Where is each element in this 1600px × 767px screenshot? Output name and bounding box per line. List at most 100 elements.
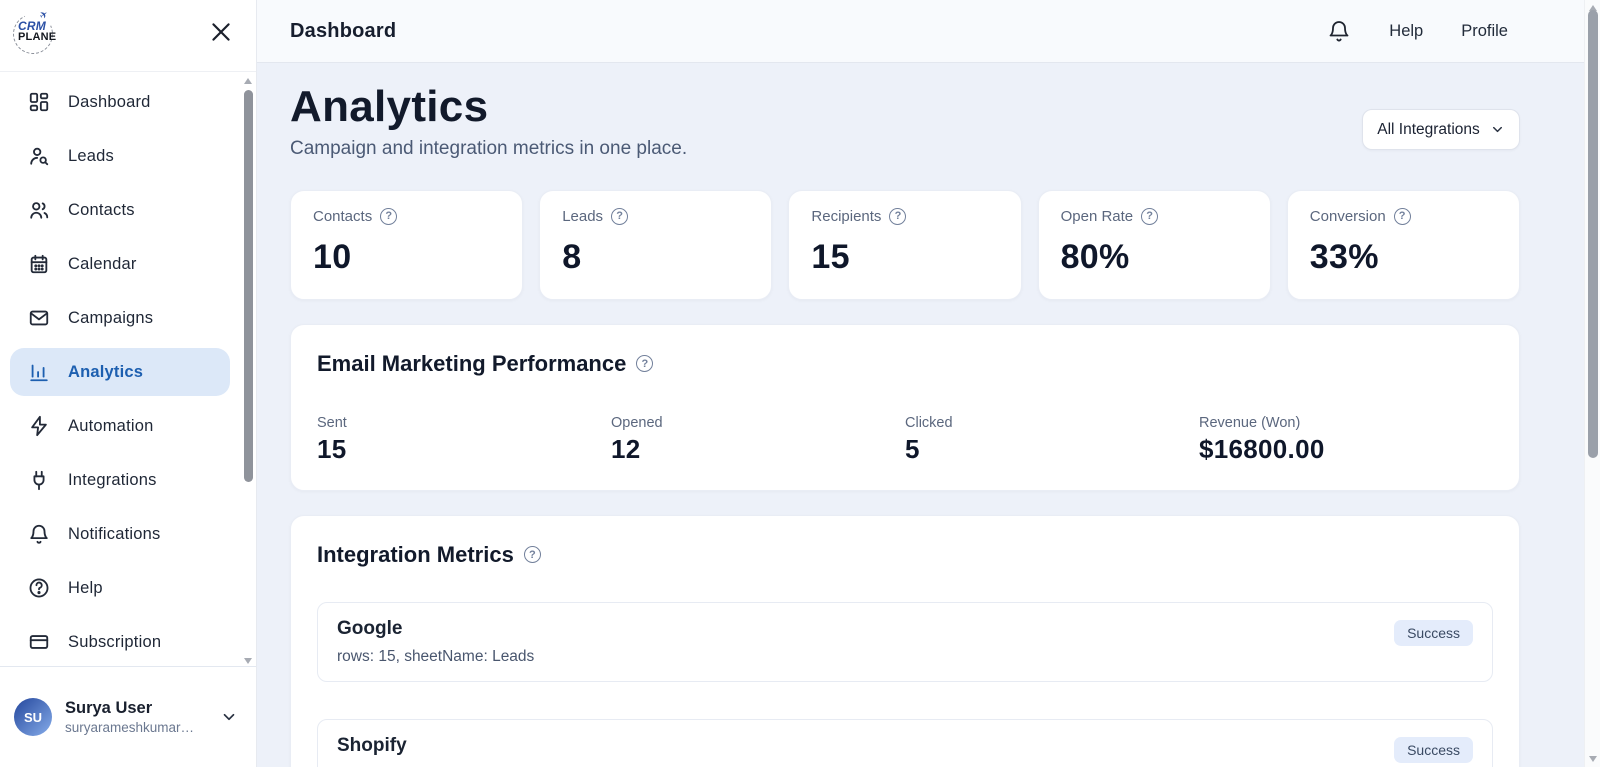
metric-clicked: Clicked 5 (905, 415, 1199, 465)
help-circle-icon (28, 577, 50, 599)
integration-name: Shopify (337, 734, 407, 756)
selected-filter-value: All Integrations (1377, 120, 1480, 138)
profile-link[interactable]: Profile (1461, 21, 1508, 40)
metric-value: 12 (611, 433, 641, 464)
user-search-icon (28, 145, 50, 167)
stat-cards-row: Contacts 10 Leads 8 Recipients 15 Open R… (290, 189, 1520, 300)
status-badge: Success (1394, 736, 1473, 763)
sidebar-scrollbar (243, 78, 254, 664)
plug-icon (28, 469, 50, 491)
stat-card-contacts: Contacts 10 (290, 189, 524, 300)
stat-card-conversion: Conversion 33% (1286, 189, 1520, 300)
sidebar-item-label: Integrations (68, 470, 157, 489)
sidebar-item-dashboard[interactable]: Dashboard (10, 78, 230, 126)
page-subtitle: Campaign and integration metrics in one … (290, 137, 688, 159)
scroll-down-arrow-icon[interactable] (244, 658, 252, 664)
sidebar-scrollbar-thumb[interactable] (244, 90, 253, 482)
metric-value: 15 (317, 433, 347, 464)
stat-card-leads: Leads 8 (539, 189, 773, 300)
help-link[interactable]: Help (1389, 21, 1424, 40)
crm-plane-logo: ✈ CRM PLANE (7, 8, 59, 60)
sidebar-item-notifications[interactable]: Notifications (10, 510, 230, 558)
metric-revenue: Revenue (Won) $16800.00 (1199, 415, 1493, 465)
sidebar-item-help[interactable]: Help (10, 564, 230, 612)
sidebar-item-label: Leads (68, 146, 114, 165)
help-circle-icon[interactable] (611, 207, 629, 225)
stat-card-recipients: Recipients 15 (788, 189, 1022, 300)
metric-opened: Opened 12 (611, 415, 905, 465)
sidebar-item-contacts[interactable]: Contacts (10, 186, 230, 234)
scroll-down-arrow-icon[interactable] (1589, 756, 1597, 762)
email-performance-panel: Email Marketing Performance Sent 15 Open… (290, 323, 1520, 491)
metric-value: $16800.00 (1199, 433, 1325, 464)
sidebar-item-label: Subscription (68, 632, 162, 651)
integration-name: Google (337, 617, 403, 639)
window-scrollbar-thumb[interactable] (1588, 10, 1598, 458)
sidebar-item-automation[interactable]: Automation (10, 402, 230, 450)
avatar: SU (14, 698, 52, 736)
sidebar-header: ✈ CRM PLANE (0, 0, 256, 72)
sidebar-item-campaigns[interactable]: Campaigns (10, 294, 230, 342)
stat-value: 33% (1309, 237, 1379, 276)
help-circle-icon[interactable] (889, 207, 907, 225)
chevron-down-icon[interactable] (220, 708, 238, 726)
stat-value: 15 (811, 237, 850, 276)
close-sidebar-icon[interactable] (208, 19, 234, 45)
stat-label: Recipients (811, 207, 882, 225)
stat-label: Open Rate (1060, 207, 1134, 225)
sidebar-item-label: Campaigns (68, 308, 154, 327)
users-icon (28, 199, 50, 221)
metric-label: Opened (611, 414, 663, 431)
integration-row-google: Google rows: 15, sheetName: Leads Succes… (317, 601, 1493, 682)
sidebar-item-label: Help (68, 578, 103, 597)
page-title: Analytics (290, 82, 489, 131)
help-circle-icon[interactable] (636, 355, 654, 373)
stat-value: 10 (313, 237, 352, 276)
scroll-up-arrow-icon[interactable] (1589, 5, 1597, 11)
sidebar-item-label: Automation (68, 416, 154, 435)
sidebar: ✈ CRM PLANE Dashboard Leads Contacts Cal… (0, 0, 257, 767)
page-breadcrumb-title: Dashboard (290, 19, 397, 42)
help-circle-icon[interactable] (523, 546, 541, 564)
stat-label: Leads (562, 207, 604, 225)
user-name: Surya User (65, 699, 153, 717)
integrations-filter-select[interactable]: All Integrations (1362, 109, 1520, 150)
scroll-up-arrow-icon[interactable] (244, 78, 252, 84)
zap-icon (28, 415, 50, 437)
help-circle-icon[interactable] (1393, 207, 1411, 225)
stat-label: Contacts (313, 207, 373, 225)
sidebar-item-label: Notifications (68, 524, 161, 543)
sidebar-item-label: Contacts (68, 200, 135, 219)
integration-metrics-panel: Integration Metrics Google rows: 15, she… (290, 514, 1520, 767)
notifications-bell-icon[interactable] (1327, 19, 1351, 43)
help-circle-icon[interactable] (380, 207, 398, 225)
sidebar-item-label: Calendar (68, 254, 137, 273)
bar-chart-icon (28, 361, 50, 383)
logo-text-top: CRM (18, 19, 46, 33)
sidebar-item-leads[interactable]: Leads (10, 132, 230, 180)
sidebar-item-integrations[interactable]: Integrations (10, 456, 230, 504)
user-profile-section[interactable]: SU Surya User suryarameshkumar… (0, 666, 256, 767)
stat-value: 80% (1060, 237, 1130, 276)
main-content: Analytics Campaign and integration metri… (257, 63, 1584, 767)
sidebar-item-calendar[interactable]: Calendar (10, 240, 230, 288)
stat-value: 8 (562, 237, 582, 276)
integration-details: rows: 15, sheetName: Leads (337, 647, 535, 665)
logo-text-bottom: PLANE (18, 31, 57, 43)
credit-card-icon (28, 631, 50, 653)
stat-label: Conversion (1309, 207, 1386, 225)
metric-sent: Sent 15 (317, 415, 611, 465)
sidebar-item-analytics[interactable]: Analytics (10, 348, 230, 396)
dashboard-grid-icon (28, 91, 50, 113)
sidebar-item-subscription[interactable]: Subscription (10, 618, 230, 666)
status-badge: Success (1394, 619, 1473, 646)
bell-icon (28, 523, 50, 545)
calendar-icon (28, 253, 50, 275)
sidebar-item-label: Dashboard (68, 92, 151, 111)
chevron-down-icon (1492, 126, 1502, 133)
help-circle-icon[interactable] (1141, 207, 1159, 225)
stat-card-open-rate: Open Rate 80% (1037, 189, 1271, 300)
sidebar-nav: Dashboard Leads Contacts Calendar Campai… (0, 78, 230, 666)
mail-icon (28, 307, 50, 329)
sidebar-item-label: Analytics (68, 362, 144, 381)
